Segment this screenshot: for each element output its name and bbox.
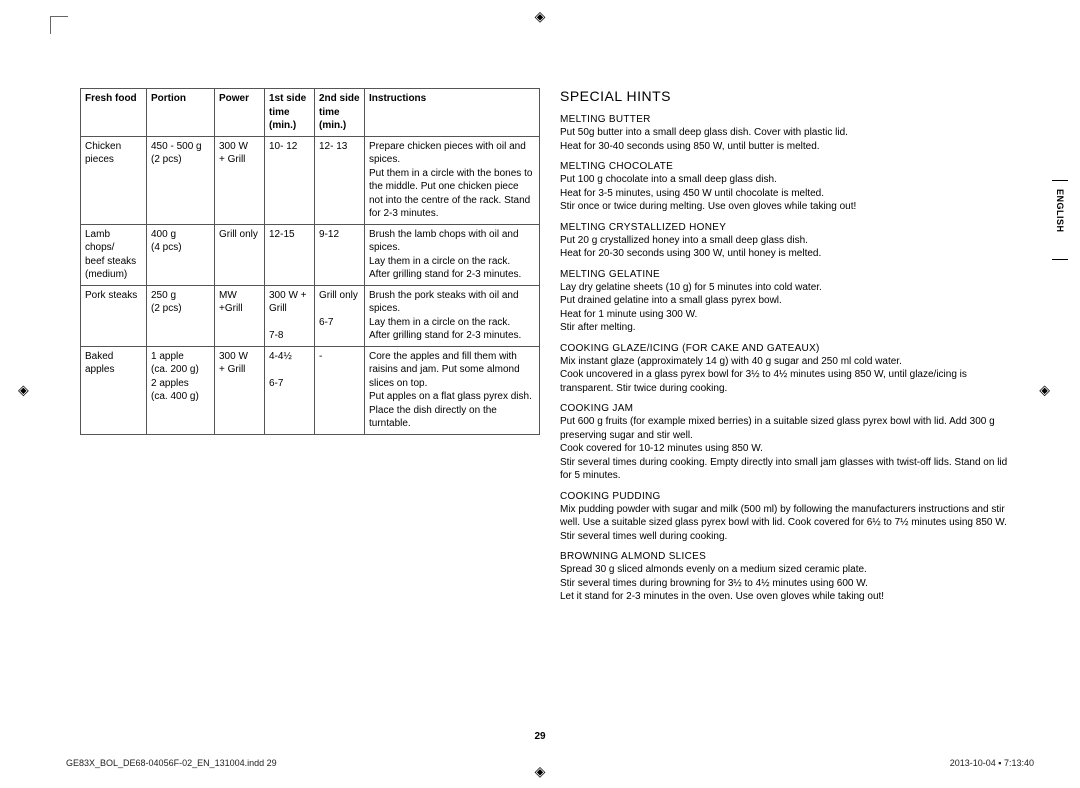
hint-body: Put 600 g fruits (for example mixed berr… xyxy=(560,415,1020,483)
cell-instr: Core the apples and fill them with raisi… xyxy=(365,346,540,434)
hint-body: Mix pudding powder with sugar and milk (… xyxy=(560,503,1020,544)
hint-heading: MELTING CRYSTALLIZED HONEY xyxy=(560,222,1020,233)
hint-block: BROWNING ALMOND SLICESSpread 30 g sliced… xyxy=(560,551,1020,604)
cell-power: 300 W + Grill xyxy=(215,136,265,224)
cell-instr: Brush the lamb chops with oil and spices… xyxy=(365,224,540,285)
cell-t1: 300 W + Grill 7-8 xyxy=(265,285,315,346)
hint-block: COOKING PUDDINGMix pudding powder with s… xyxy=(560,491,1020,544)
cell-power: 300 W + Grill xyxy=(215,346,265,434)
cell-power: MW +Grill xyxy=(215,285,265,346)
th-time1: 1st side time (min.) xyxy=(265,89,315,137)
table-row: Pork steaks250 g (2 pcs)MW +Grill300 W +… xyxy=(81,285,540,346)
hint-body: Put 50g butter into a small deep glass d… xyxy=(560,126,1020,153)
footer-filename: GE83X_BOL_DE68-04056F-02_EN_131004.indd … xyxy=(66,758,277,768)
hint-body: Put 20 g crystallized honey into a small… xyxy=(560,234,1020,261)
cell-food: Baked apples xyxy=(81,346,147,434)
cooking-table: Fresh food Portion Power 1st side time (… xyxy=(80,88,540,435)
cell-t1: 12-15 xyxy=(265,224,315,285)
hint-body: Lay dry gelatine sheets (10 g) for 5 min… xyxy=(560,281,1020,335)
th-time2: 2nd side time (min.) xyxy=(315,89,365,137)
cell-t1: 10- 12 xyxy=(265,136,315,224)
cooking-table-wrap: Fresh food Portion Power 1st side time (… xyxy=(80,88,540,612)
cell-portion: 250 g (2 pcs) xyxy=(147,285,215,346)
cell-power: Grill only xyxy=(215,224,265,285)
table-row: Lamb chops/ beef steaks (medium)400 g (4… xyxy=(81,224,540,285)
cell-instr: Brush the pork steaks with oil and spice… xyxy=(365,285,540,346)
hint-body: Put 100 g chocolate into a small deep gl… xyxy=(560,173,1020,214)
cell-portion: 1 apple (ca. 200 g) 2 apples (ca. 400 g) xyxy=(147,346,215,434)
hint-heading: MELTING GELATINE xyxy=(560,269,1020,280)
hint-heading: MELTING CHOCOLATE xyxy=(560,161,1020,172)
hint-heading: BROWNING ALMOND SLICES xyxy=(560,551,1020,562)
cell-t2: Grill only 6-7 xyxy=(315,285,365,346)
cell-food: Lamb chops/ beef steaks (medium) xyxy=(81,224,147,285)
table-header-row: Fresh food Portion Power 1st side time (… xyxy=(81,89,540,137)
hint-block: MELTING CRYSTALLIZED HONEYPut 20 g cryst… xyxy=(560,222,1020,261)
table-row: Chicken pieces450 - 500 g (2 pcs)300 W +… xyxy=(81,136,540,224)
cell-portion: 450 - 500 g (2 pcs) xyxy=(147,136,215,224)
hints-title: SPECIAL HINTS xyxy=(560,88,1020,104)
hint-block: MELTING GELATINELay dry gelatine sheets … xyxy=(560,269,1020,335)
hint-heading: COOKING PUDDING xyxy=(560,491,1020,502)
th-instr: Instructions xyxy=(365,89,540,137)
cell-food: Pork steaks xyxy=(81,285,147,346)
cell-instr: Prepare chicken pieces with oil and spic… xyxy=(365,136,540,224)
cell-t2: - xyxy=(315,346,365,434)
hint-heading: COOKING GLAZE/ICING (FOR CAKE AND GATEAU… xyxy=(560,343,1020,354)
th-food: Fresh food xyxy=(81,89,147,137)
page-number: 29 xyxy=(534,731,545,742)
footer-timestamp: 2013-10-04 ▪ 7:13:40 xyxy=(950,758,1034,768)
hint-block: MELTING CHOCOLATEPut 100 g chocolate int… xyxy=(560,161,1020,214)
cell-t1: 4-4½ 6-7 xyxy=(265,346,315,434)
hint-body: Mix instant glaze (approximately 14 g) w… xyxy=(560,355,1020,396)
hint-heading: COOKING JAM xyxy=(560,403,1020,414)
hint-block: MELTING BUTTERPut 50g butter into a smal… xyxy=(560,114,1020,153)
registration-mark-bottom: ◈ xyxy=(535,763,546,780)
th-portion: Portion xyxy=(147,89,215,137)
hint-body: Spread 30 g sliced almonds evenly on a m… xyxy=(560,563,1020,604)
hint-block: COOKING JAMPut 600 g fruits (for example… xyxy=(560,403,1020,483)
cell-portion: 400 g (4 pcs) xyxy=(147,224,215,285)
cell-food: Chicken pieces xyxy=(81,136,147,224)
hint-block: COOKING GLAZE/ICING (FOR CAKE AND GATEAU… xyxy=(560,343,1020,396)
table-row: Baked apples1 apple (ca. 200 g) 2 apples… xyxy=(81,346,540,434)
cell-t2: 12- 13 xyxy=(315,136,365,224)
page-content: Fresh food Portion Power 1st side time (… xyxy=(0,0,1080,642)
th-power: Power xyxy=(215,89,265,137)
cell-t2: 9-12 xyxy=(315,224,365,285)
hint-heading: MELTING BUTTER xyxy=(560,114,1020,125)
special-hints: SPECIAL HINTS MELTING BUTTERPut 50g butt… xyxy=(560,88,1020,612)
